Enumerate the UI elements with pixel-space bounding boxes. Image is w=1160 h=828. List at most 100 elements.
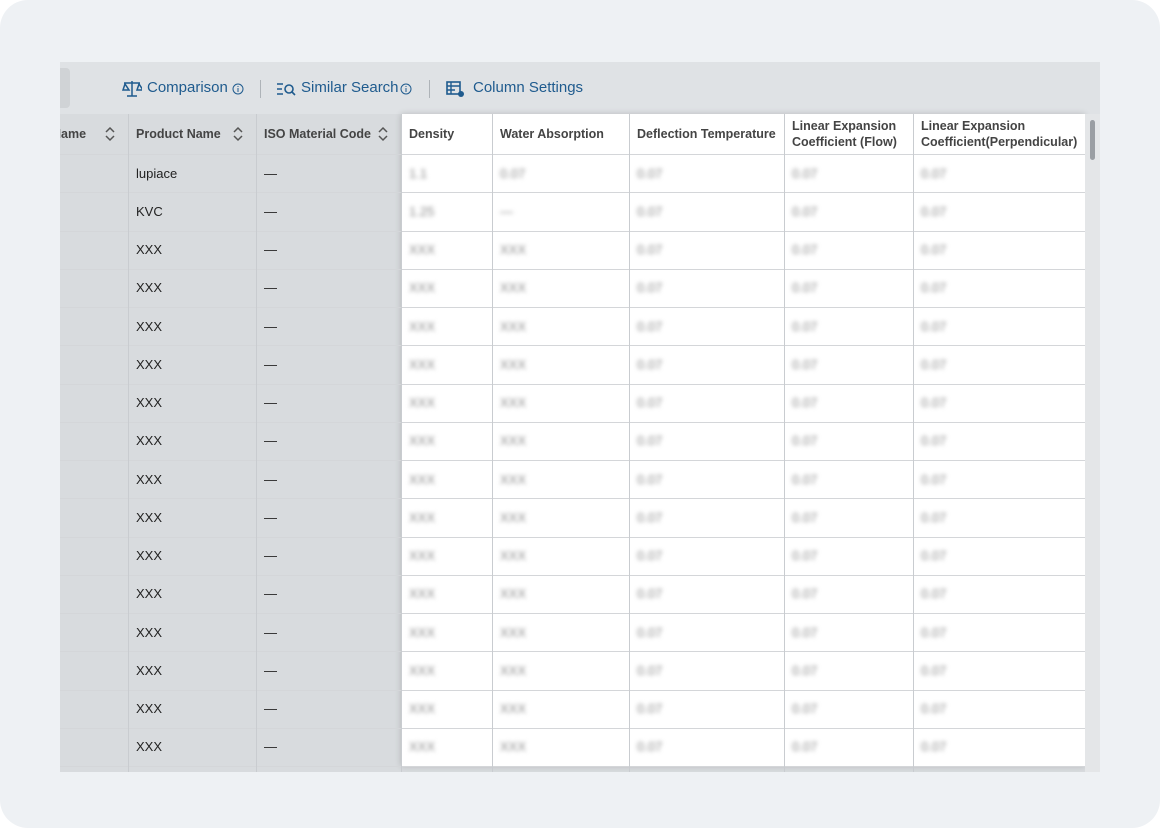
table-cell: 0.07 xyxy=(921,203,947,219)
table-cell: 0.07 xyxy=(921,165,947,181)
sort-icon[interactable] xyxy=(104,126,116,142)
sort-icon[interactable] xyxy=(232,126,244,142)
table-cell: — xyxy=(264,548,277,564)
table-cell: 0.07 xyxy=(792,509,818,525)
table-cell: 1.1 xyxy=(409,165,428,181)
table-cell: XXX xyxy=(409,548,436,564)
table-cell: XXX xyxy=(409,318,436,334)
table-cell: XXX xyxy=(136,280,163,296)
table-cell: — xyxy=(264,624,277,640)
scrollbar[interactable] xyxy=(1085,114,1100,772)
table-cell: XXX xyxy=(409,662,436,678)
table-cell: lupiace xyxy=(136,165,178,181)
table-cell: — xyxy=(264,203,277,219)
table-cell: — xyxy=(264,586,277,602)
similar-search-icon[interactable] xyxy=(276,82,296,96)
table-cell: XXX xyxy=(500,356,527,372)
table-cell: 0.07 xyxy=(921,701,947,717)
table-cell: 0.07 xyxy=(792,280,818,296)
toolbar-edge xyxy=(60,68,70,108)
table-cell: — xyxy=(264,242,277,258)
table-cell: 0.07 xyxy=(921,586,947,602)
toolbar: Comparison Similar Search Column Setting… xyxy=(60,62,1100,114)
table-cell: XXX xyxy=(500,586,527,602)
row-border xyxy=(60,613,1085,614)
table-cell: 0.07 xyxy=(792,356,818,372)
table-cell: 0.07 xyxy=(792,395,818,411)
comparison-button[interactable]: Comparison xyxy=(147,79,228,96)
table-cell: XXX xyxy=(500,509,527,525)
row-border xyxy=(60,689,1085,691)
column-header[interactable]: ISO Material Code xyxy=(256,114,401,154)
table-cell: 0.07 xyxy=(637,165,663,181)
column-header[interactable]: Product Name xyxy=(128,114,256,154)
header-text: Linear Expansion Coefficient(Perpendicul… xyxy=(921,119,1078,149)
table-cell: XXX xyxy=(500,471,527,487)
table-cell: XXX xyxy=(409,586,436,602)
table-cell: 0.07 xyxy=(921,739,947,755)
table-cell: 0.07 xyxy=(921,624,947,640)
header-text: ISO Material Code xyxy=(264,127,371,141)
table-panel: Comparison Similar Search Column Setting… xyxy=(60,62,1100,772)
comparison-icon[interactable] xyxy=(122,80,142,98)
table-cell: 0.07 xyxy=(792,662,818,678)
column-settings-icon[interactable] xyxy=(446,80,466,98)
table-cell: 0.07 xyxy=(921,471,947,487)
table-cell: 0.07 xyxy=(637,242,663,258)
scrollbar-thumb[interactable] xyxy=(1090,120,1095,160)
table-cell: 0.07 xyxy=(921,509,947,525)
table-cell: 0.07 xyxy=(792,701,818,717)
table-cell: XXX xyxy=(409,356,436,372)
table-cell: 0.07 xyxy=(637,548,663,564)
table-cell: XXX xyxy=(500,318,527,334)
table-cell: 0.07 xyxy=(792,203,818,219)
table-cell: 0.07 xyxy=(637,395,663,411)
table-cell: 0.07 xyxy=(637,624,663,640)
row-border xyxy=(60,192,1085,194)
table-cell: XXX xyxy=(136,318,163,334)
table-cell: XXX xyxy=(136,586,163,602)
table-cell: 0.07 xyxy=(637,586,663,602)
table-cell: 0.07 xyxy=(792,433,818,449)
column-border xyxy=(784,114,785,772)
row-border xyxy=(60,383,1085,385)
table-cell: — xyxy=(264,433,277,449)
table-cell: 0.07 xyxy=(637,356,663,372)
table-cell: XXX xyxy=(500,433,527,449)
row-border xyxy=(60,574,1085,576)
table-cell: XXX xyxy=(500,624,527,640)
scrollable-columns xyxy=(401,114,1085,766)
sort-icon[interactable] xyxy=(377,126,389,142)
table-cell: 0.07 xyxy=(637,701,663,717)
table-cell: — xyxy=(264,356,277,372)
row-border xyxy=(60,727,1085,729)
separator xyxy=(429,80,430,98)
table-cell: XXX xyxy=(500,662,527,678)
similar-search-button[interactable]: Similar Search xyxy=(301,79,399,96)
table-cell: XXX xyxy=(409,242,436,258)
table-cell: XXX xyxy=(136,471,163,487)
table-cell: XXX xyxy=(409,701,436,717)
table-cell: 0.07 xyxy=(637,280,663,296)
table-cell: XXX xyxy=(136,624,163,640)
row-border xyxy=(60,766,1085,767)
table-cell: 0.07 xyxy=(921,548,947,564)
table-cell: 0.07 xyxy=(921,662,947,678)
column-header[interactable]: Name xyxy=(60,114,128,154)
row-border xyxy=(60,345,1085,347)
info-icon[interactable] xyxy=(400,83,412,95)
table-cell: 0.07 xyxy=(792,318,818,334)
info-icon[interactable] xyxy=(232,83,244,95)
header-text: Product Name xyxy=(136,127,221,141)
table-cell: 0.07 xyxy=(637,662,663,678)
table-cell: XXX xyxy=(136,395,163,411)
table-cell: 0.07 xyxy=(792,165,818,181)
table-cell: 0.07 xyxy=(637,433,663,449)
column-settings-button[interactable]: Column Settings xyxy=(473,79,584,96)
table-cell: — xyxy=(264,662,277,678)
table-cell: XXX xyxy=(500,395,527,411)
table-cell: XXX xyxy=(409,739,436,755)
table-cell: 0.07 xyxy=(792,624,818,640)
table-cell: XXX xyxy=(409,509,436,525)
table-cell: — xyxy=(264,318,277,334)
